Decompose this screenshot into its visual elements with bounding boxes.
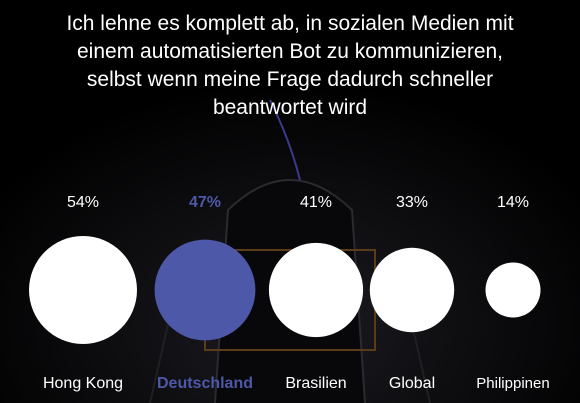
title-line: beantwortet wird	[212, 96, 368, 119]
bubble-hong-kong	[29, 236, 137, 344]
category-label: Brasilien	[285, 375, 346, 392]
category-label: Global	[389, 375, 435, 392]
category-label: Deutschland	[157, 375, 253, 392]
category-label: Hong Kong	[43, 375, 123, 392]
bubble-global	[369, 247, 455, 333]
value-label: 41%	[300, 194, 332, 211]
bubble-brasilien	[268, 242, 364, 338]
value-label: 14%	[497, 194, 529, 211]
chart-title: Ich lehne es komplett ab, in sozialen Me…	[0, 10, 580, 122]
value-label: 33%	[396, 194, 428, 211]
value-label: 47%	[189, 194, 221, 211]
title-line: Ich lehne es komplett ab, in sozialen Me…	[66, 12, 514, 35]
value-label: 54%	[67, 194, 99, 211]
title-line: einem automatisierten Bot zu kommunizier…	[76, 40, 504, 63]
bubble-philippinen	[485, 262, 541, 318]
category-label: Philippinen	[476, 375, 549, 392]
title-line: selbst wenn meine Frage dadurch schnelle…	[86, 68, 494, 91]
bubble-deutschland	[154, 239, 256, 341]
